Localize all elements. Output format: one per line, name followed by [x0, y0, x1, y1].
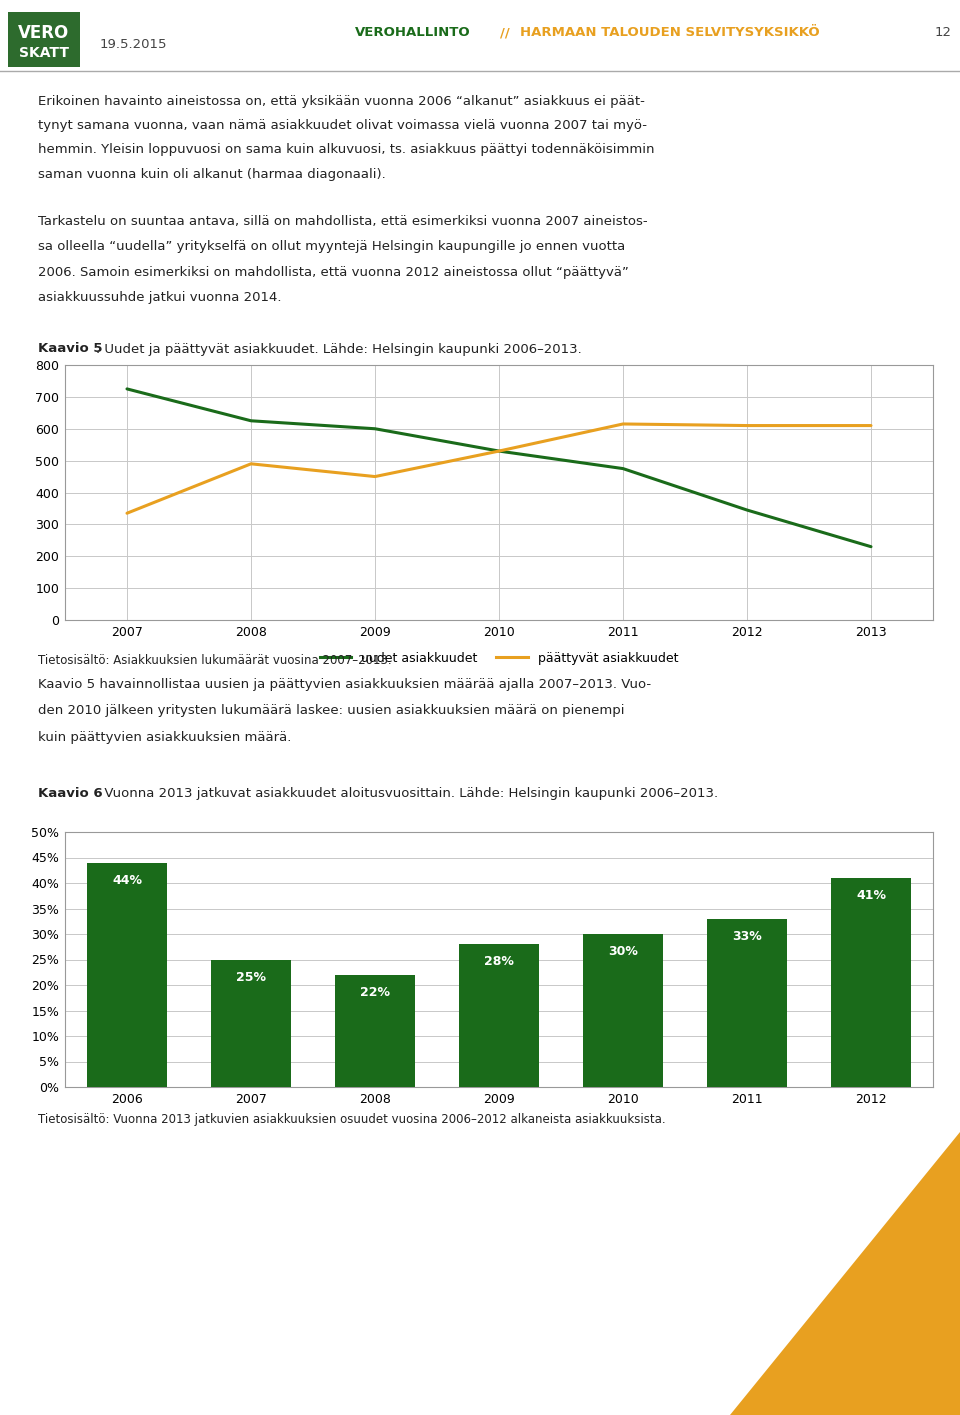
Text: Kaavio 6: Kaavio 6 — [38, 787, 103, 799]
Text: Kaavio 5 havainnollistaa uusien ja päättyvien asiakkuuksien määrää ajalla 2007–2: Kaavio 5 havainnollistaa uusien ja päätt… — [38, 678, 651, 691]
Bar — [210, 959, 291, 1087]
Text: 41%: 41% — [856, 889, 886, 903]
Text: 30%: 30% — [608, 945, 638, 958]
Text: VERO: VERO — [18, 24, 70, 42]
Text: HARMAAN TALOUDEN SELVITYSYKSIKKÖ: HARMAAN TALOUDEN SELVITYSYKSIKKÖ — [520, 27, 820, 40]
Text: 28%: 28% — [484, 955, 514, 968]
Text: Tarkastelu on suuntaa antava, sillä on mahdollista, että esimerkiksi vuonna 2007: Tarkastelu on suuntaa antava, sillä on m… — [38, 215, 648, 228]
Text: Erikoinen havainto aineistossa on, että yksikään vuonna 2006 “alkanut” asiakkuus: Erikoinen havainto aineistossa on, että … — [38, 95, 645, 108]
Bar — [583, 934, 663, 1087]
Text: tynyt samana vuonna, vaan nämä asiakkuudet olivat voimassa vielä vuonna 2007 tai: tynyt samana vuonna, vaan nämä asiakkuud… — [38, 119, 647, 132]
Text: 2006. Samoin esimerkiksi on mahdollista, että vuonna 2012 aineistossa ollut “pää: 2006. Samoin esimerkiksi on mahdollista,… — [38, 266, 629, 279]
Bar — [830, 877, 911, 1087]
Text: asiakkuussuhde jatkui vuonna 2014.: asiakkuussuhde jatkui vuonna 2014. — [38, 291, 281, 304]
Text: Tietosisältö: Asiakkuuksien lukumäärät vuosina 2007–2013.: Tietosisältö: Asiakkuuksien lukumäärät v… — [38, 655, 392, 668]
Text: den 2010 jälkeen yritysten lukumäärä laskee: uusien asiakkuuksien määrä on piene: den 2010 jälkeen yritysten lukumäärä las… — [38, 705, 625, 717]
Polygon shape — [730, 1132, 960, 1415]
Text: //: // — [500, 27, 510, 40]
Bar — [459, 944, 540, 1087]
Text: 19.5.2015: 19.5.2015 — [100, 38, 167, 51]
Text: Kaavio 5: Kaavio 5 — [38, 342, 103, 355]
Bar — [707, 918, 787, 1087]
Bar — [86, 863, 167, 1087]
Legend: uudet asiakkuudet, päättyvät asiakkuudet: uudet asiakkuudet, päättyvät asiakkuudet — [315, 647, 684, 669]
Text: kuin päättyvien asiakkuuksien määrä.: kuin päättyvien asiakkuuksien määrä. — [38, 730, 292, 744]
Text: saman vuonna kuin oli alkanut (harmaa diagonaali).: saman vuonna kuin oli alkanut (harmaa di… — [38, 167, 386, 181]
Text: 33%: 33% — [732, 930, 762, 942]
Bar — [335, 975, 416, 1087]
Text: . Uudet ja päättyvät asiakkuudet. Lähde: Helsingin kaupunki 2006–2013.: . Uudet ja päättyvät asiakkuudet. Lähde:… — [96, 342, 582, 355]
Text: sa olleella “uudella” yritykselfä on ollut myyntejä Helsingin kaupungille jo enn: sa olleella “uudella” yritykselfä on oll… — [38, 241, 625, 253]
Text: 44%: 44% — [112, 874, 142, 887]
Bar — [8, 11, 80, 67]
Text: 22%: 22% — [360, 986, 390, 999]
Text: Tietosisältö: Vuonna 2013 jatkuvien asiakkuuksien osuudet vuosina 2006–2012 alka: Tietosisältö: Vuonna 2013 jatkuvien asia… — [38, 1112, 665, 1125]
Text: 12: 12 — [935, 27, 952, 40]
Text: VEROHALLINTO: VEROHALLINTO — [355, 27, 470, 40]
Text: . Vuonna 2013 jatkuvat asiakkuudet aloitusvuosittain. Lähde: Helsingin kaupunki : . Vuonna 2013 jatkuvat asiakkuudet aloit… — [96, 787, 718, 799]
Text: hemmin. Yleisin loppuvuosi on sama kuin alkuvuosi, ts. asiakkuus päättyi todennä: hemmin. Yleisin loppuvuosi on sama kuin … — [38, 143, 655, 157]
Text: SKATT: SKATT — [19, 47, 69, 59]
Text: 25%: 25% — [236, 971, 266, 983]
